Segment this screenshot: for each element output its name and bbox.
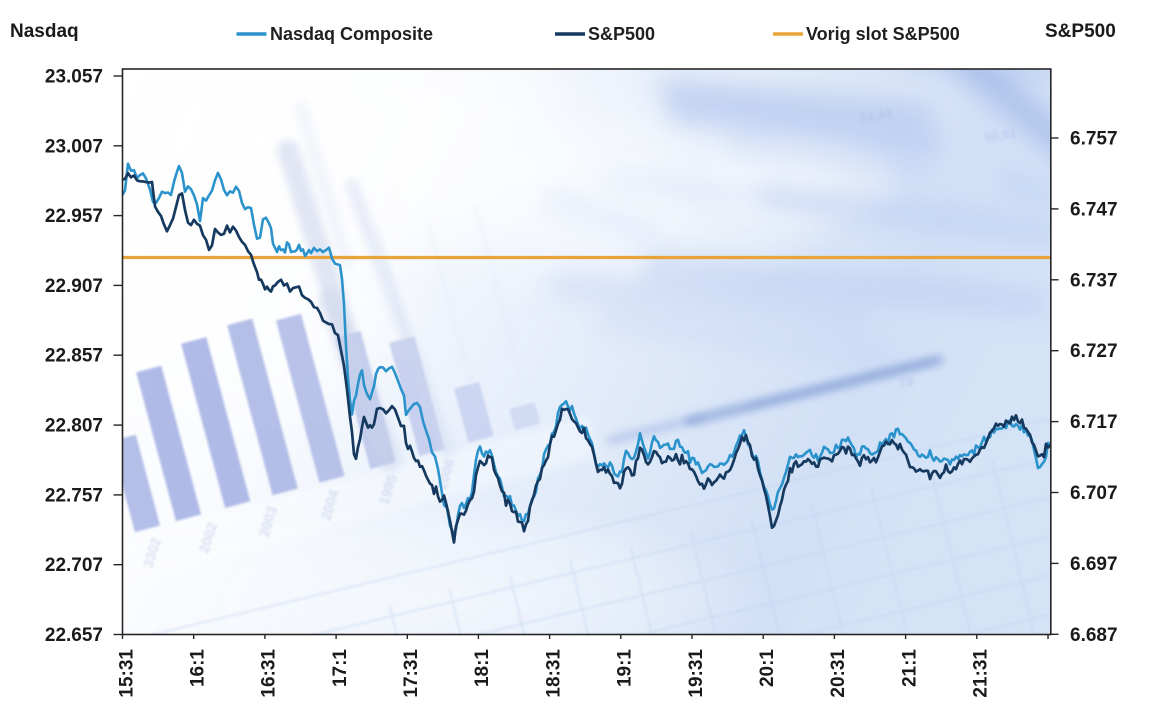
svg-text:6.737: 6.737: [1070, 270, 1118, 291]
svg-text:34,44: 34,44: [858, 105, 893, 124]
svg-text:50,91: 50,91: [983, 126, 1017, 145]
svg-text:19:1: 19:1: [615, 649, 636, 687]
svg-text:20:31: 20:31: [828, 649, 849, 698]
svg-text:6.687: 6.687: [1070, 625, 1118, 646]
svg-text:22.907: 22.907: [45, 276, 103, 297]
svg-text:22.957: 22.957: [45, 206, 103, 227]
svg-text:6.757: 6.757: [1070, 129, 1118, 150]
svg-text:18:1: 18:1: [472, 649, 493, 687]
svg-text:22.857: 22.857: [45, 346, 103, 367]
svg-text:22.707: 22.707: [45, 555, 103, 576]
svg-text:18:31: 18:31: [543, 649, 564, 698]
svg-text:15:31: 15:31: [116, 649, 137, 698]
svg-text:Nasdaq Composite: Nasdaq Composite: [270, 24, 433, 44]
svg-text:23.057: 23.057: [45, 67, 103, 88]
svg-text:78: 78: [898, 373, 915, 391]
svg-text:17:31: 17:31: [401, 649, 422, 698]
svg-text:19:31: 19:31: [686, 649, 707, 698]
svg-text:22.757: 22.757: [45, 485, 103, 506]
svg-text:23.007: 23.007: [45, 136, 103, 157]
svg-text:6.727: 6.727: [1070, 341, 1118, 362]
svg-text:21:1: 21:1: [899, 649, 920, 687]
svg-text:21:31: 21:31: [971, 649, 992, 698]
svg-text:S&P500: S&P500: [588, 24, 655, 44]
svg-text:Nasdaq: Nasdaq: [10, 21, 79, 42]
svg-text:6.717: 6.717: [1070, 412, 1118, 433]
svg-text:22.807: 22.807: [45, 416, 103, 437]
svg-text:6.707: 6.707: [1070, 483, 1118, 504]
svg-text:22.657: 22.657: [45, 625, 103, 646]
svg-text:Vorig slot S&P500: Vorig slot S&P500: [806, 24, 960, 44]
svg-text:6.747: 6.747: [1070, 199, 1118, 220]
svg-text:S&P500: S&P500: [1045, 21, 1116, 42]
svg-text:17:1: 17:1: [330, 649, 351, 687]
svg-text:16:31: 16:31: [259, 649, 280, 698]
svg-text:6.697: 6.697: [1070, 554, 1118, 575]
svg-text:20:1: 20:1: [757, 649, 778, 687]
svg-text:16:1: 16:1: [188, 649, 209, 687]
